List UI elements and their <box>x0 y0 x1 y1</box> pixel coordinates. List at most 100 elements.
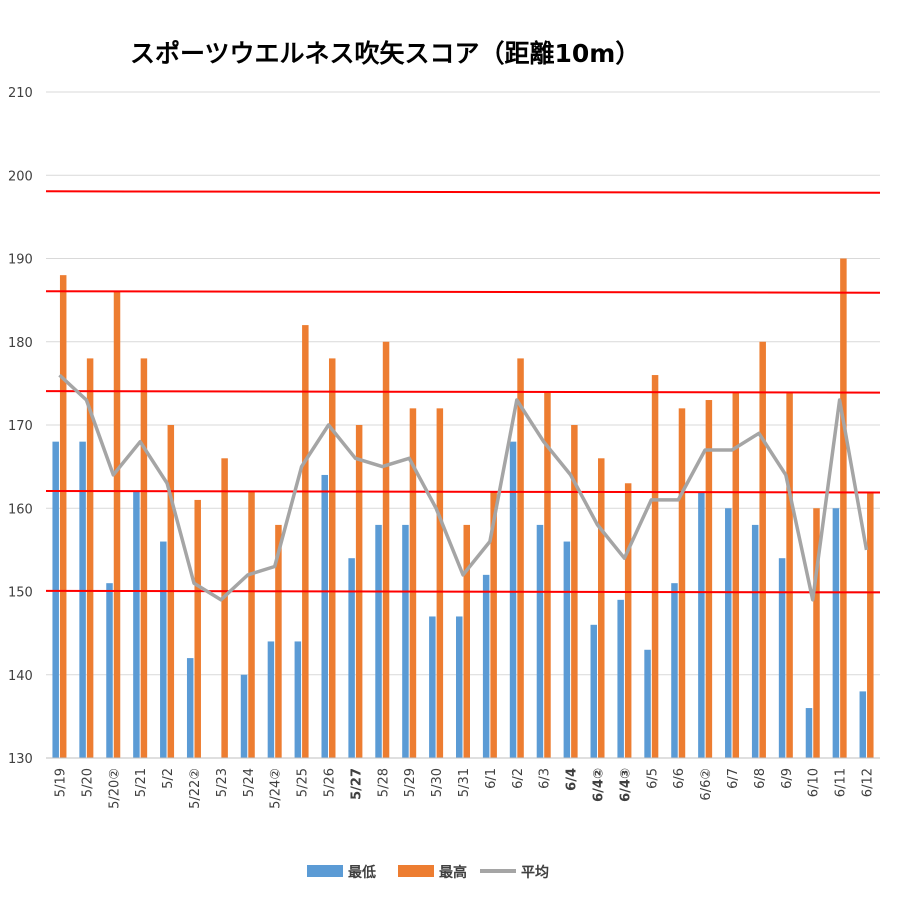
x-tick-label: 5/22② <box>188 768 203 809</box>
x-tick-label: 6/11 <box>834 768 849 797</box>
bar-max <box>194 499 201 758</box>
bar-max <box>651 375 659 758</box>
x-tick-label: 5/23 <box>215 768 230 797</box>
y-tick-label: 200 <box>8 169 33 184</box>
x-tick-label: 5/2 <box>161 768 176 789</box>
bar-min <box>698 491 705 758</box>
y-tick-label: 180 <box>8 336 33 351</box>
reference-line <box>45 390 881 394</box>
bar-max <box>382 341 390 758</box>
legend-label: 平均 <box>521 864 549 881</box>
bar-min <box>644 649 651 758</box>
bar-min <box>778 558 786 758</box>
bar-max <box>86 358 94 758</box>
bar-max <box>221 458 228 758</box>
x-tick-label: 6/10 <box>807 768 822 797</box>
bar-min <box>429 616 436 758</box>
x-tick-label: 5/26 <box>322 768 337 797</box>
bar-max <box>113 291 121 758</box>
bar-max <box>436 408 444 758</box>
bar-min <box>267 641 275 758</box>
bar-min <box>859 691 867 758</box>
reference-line <box>45 589 881 594</box>
bar-min <box>160 541 167 758</box>
y-tick-label: 190 <box>8 253 33 268</box>
bar-min <box>536 524 544 758</box>
bar-min <box>79 441 86 758</box>
reference-line <box>45 490 881 494</box>
bar-min <box>617 599 624 758</box>
y-tick-label: 150 <box>8 586 33 601</box>
bar-max <box>275 524 282 758</box>
axis-layer: 130 140 150 160 170 180 190 200 210 5/19 5/20 5/20②… <box>8 86 880 809</box>
bar-max <box>840 258 847 758</box>
x-tick-label: 6/4③ <box>618 768 633 802</box>
x-tick-label: 6/4 <box>565 768 580 791</box>
y-tick-label: 130 <box>8 752 33 767</box>
x-tick-label: 6/5 <box>645 768 660 789</box>
legend-swatch <box>307 865 343 877</box>
bar-max <box>598 458 605 758</box>
y-tick-label: 160 <box>8 502 33 517</box>
average-line <box>58 373 869 602</box>
x-tick-label: 6/9 <box>780 768 795 789</box>
bar-max <box>759 341 766 758</box>
x-tick-label: 5/30 <box>430 768 445 797</box>
bar-min <box>321 474 328 758</box>
x-tick-label: 5/25 <box>296 768 311 797</box>
x-tick-label: 5/31 <box>457 768 472 797</box>
bar-max <box>140 358 148 758</box>
bar-max <box>302 325 309 758</box>
bar-min <box>805 708 813 758</box>
x-tick-label: 6/7 <box>726 768 741 789</box>
bar-max <box>409 408 417 758</box>
x-tick-label: 6/12 <box>861 768 876 797</box>
bar-min <box>509 441 517 758</box>
bar-max <box>678 408 686 758</box>
x-tick-label: 6/4② <box>592 768 607 802</box>
bar-min <box>186 658 194 758</box>
x-tick-label: 5/24 <box>242 768 257 797</box>
x-tick-label: 6/2 <box>511 768 526 789</box>
y-tick-label: 170 <box>8 419 33 434</box>
reference-line <box>45 190 881 194</box>
x-tick-label: 6/6 <box>672 768 687 789</box>
x-tick-label: 5/28 <box>376 768 391 797</box>
bar-min <box>402 524 409 758</box>
legend-swatch <box>398 865 434 877</box>
bar-min <box>240 674 248 758</box>
bar-max <box>463 524 470 758</box>
bar-max <box>490 491 497 758</box>
y-tick-label: 140 <box>8 669 33 684</box>
bar-min <box>482 574 490 758</box>
y-tick-label: 210 <box>8 86 33 101</box>
bar-max <box>59 275 67 758</box>
x-tick-label: 6/3 <box>538 768 553 789</box>
bar-max <box>732 391 740 758</box>
legend-label: 最低 <box>348 864 376 881</box>
chart-title: スポーツウエルネス吹矢スコア（距離10m） <box>130 39 641 68</box>
bar-max <box>705 400 713 758</box>
legend: 最低 最高 平均 <box>307 864 549 881</box>
reference-line-layer <box>45 190 881 594</box>
bar-max <box>544 391 551 758</box>
bar-min <box>348 558 355 758</box>
x-tick-label: 5/24② <box>269 768 284 809</box>
bar-min <box>671 583 678 758</box>
bar-max <box>786 391 793 758</box>
bar-max <box>517 358 524 758</box>
bar-min <box>832 508 840 758</box>
bar-min <box>52 441 59 758</box>
bar-max <box>867 491 874 758</box>
bar-min <box>563 541 571 758</box>
legend-label: 最高 <box>439 864 467 881</box>
bar-min <box>590 624 598 758</box>
x-tick-label: 5/20② <box>107 768 122 809</box>
bar-max <box>813 508 820 758</box>
bar-min <box>375 524 382 758</box>
x-tick-label: 5/21 <box>134 768 149 797</box>
x-tick-label: 5/29 <box>403 768 418 797</box>
bar-min <box>725 508 732 758</box>
